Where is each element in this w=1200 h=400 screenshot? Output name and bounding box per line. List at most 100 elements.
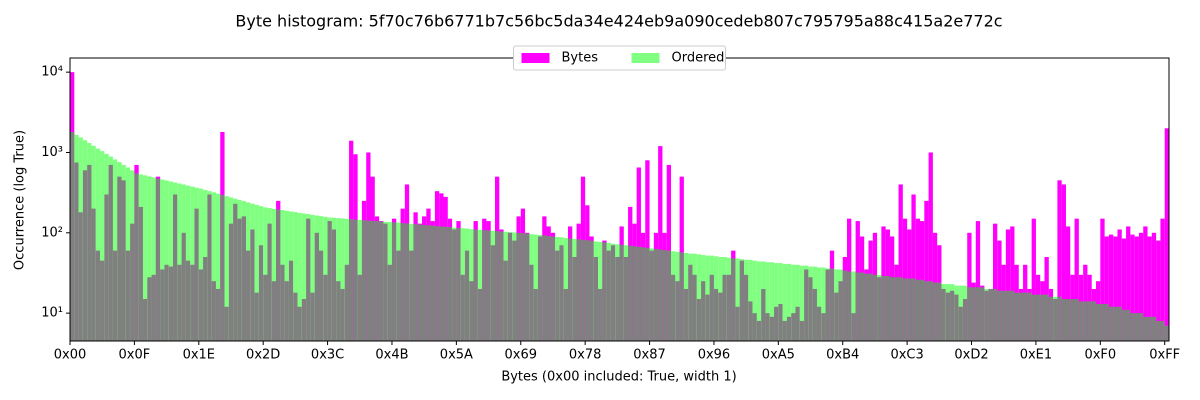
x-tick-label: 0x4B [375,348,408,363]
bar [1147,236,1152,341]
bar [709,274,714,341]
bar [928,152,933,341]
bar [576,239,581,341]
bar [284,210,289,341]
bar [228,223,234,341]
bar [211,281,216,341]
bar [636,246,641,341]
bar [456,227,461,341]
bar [370,220,375,341]
bar [340,218,345,341]
bar [349,219,354,341]
bar [194,208,199,341]
bar [988,288,993,341]
bar [623,256,629,341]
bar [842,270,848,341]
bar [941,288,946,341]
bar [1010,226,1015,341]
bar [537,236,543,341]
bar [246,250,251,341]
bar [117,176,122,341]
bar [155,178,161,341]
bar [297,212,302,341]
bar [911,278,916,341]
bar [254,204,259,341]
bar [718,292,723,341]
bar [409,250,414,341]
bar [722,274,727,341]
bar [761,288,766,341]
bar [1065,298,1071,341]
bar [396,250,401,341]
bar [499,231,504,341]
bar [74,162,79,341]
bar [748,259,753,341]
bar [868,273,873,341]
bar [1104,303,1109,341]
bar [125,250,131,341]
bar [112,159,118,341]
bar [233,203,238,341]
bar [748,301,753,341]
bar [134,173,139,341]
bar [344,264,350,341]
legend-swatch [521,53,550,63]
bars [70,72,1169,342]
bar [932,282,938,341]
x-tick-label: 0xFF [1149,348,1180,363]
legend-label: Ordered [672,51,725,66]
bar [726,274,732,341]
x-tick-label: 0x2D [246,348,280,363]
bar [1134,313,1139,341]
bar [1164,325,1169,341]
bar [525,233,530,341]
bar [786,263,792,341]
bar [1143,226,1148,341]
bar [224,306,229,341]
bar [735,306,740,341]
bar [1053,298,1058,341]
bar [357,274,362,341]
bar [1108,234,1114,341]
bar [383,223,388,341]
bar [825,269,830,341]
bar [1156,240,1161,341]
bar [190,264,195,341]
bar [1031,294,1036,341]
bar [1027,292,1032,341]
bar [142,175,148,341]
x-axis-label: Bytes (0x00 included: True, width 1) [501,370,736,385]
bar [778,303,783,341]
bar [142,298,148,341]
bar [434,226,440,341]
bar [645,247,650,341]
bar [469,281,474,341]
bar [829,268,835,341]
bar [215,288,221,341]
bar [482,230,487,341]
bar [516,232,521,341]
bar [503,260,508,341]
bar [263,274,268,341]
bar [950,290,955,341]
bar [954,294,959,341]
bar [1117,306,1122,341]
bar [615,256,620,341]
bar [422,225,427,341]
bar [859,272,865,341]
bar [1147,316,1152,341]
y-tick-label: 10³ [41,145,63,160]
bar [108,164,113,341]
bar [907,278,912,341]
bar [164,264,169,341]
bar [812,288,817,341]
bar [1048,296,1054,341]
bar [1070,298,1075,341]
bar [331,229,337,341]
bar [473,229,478,341]
bar [271,281,277,341]
bar [971,287,976,341]
bar [683,288,689,341]
bar [851,313,856,341]
